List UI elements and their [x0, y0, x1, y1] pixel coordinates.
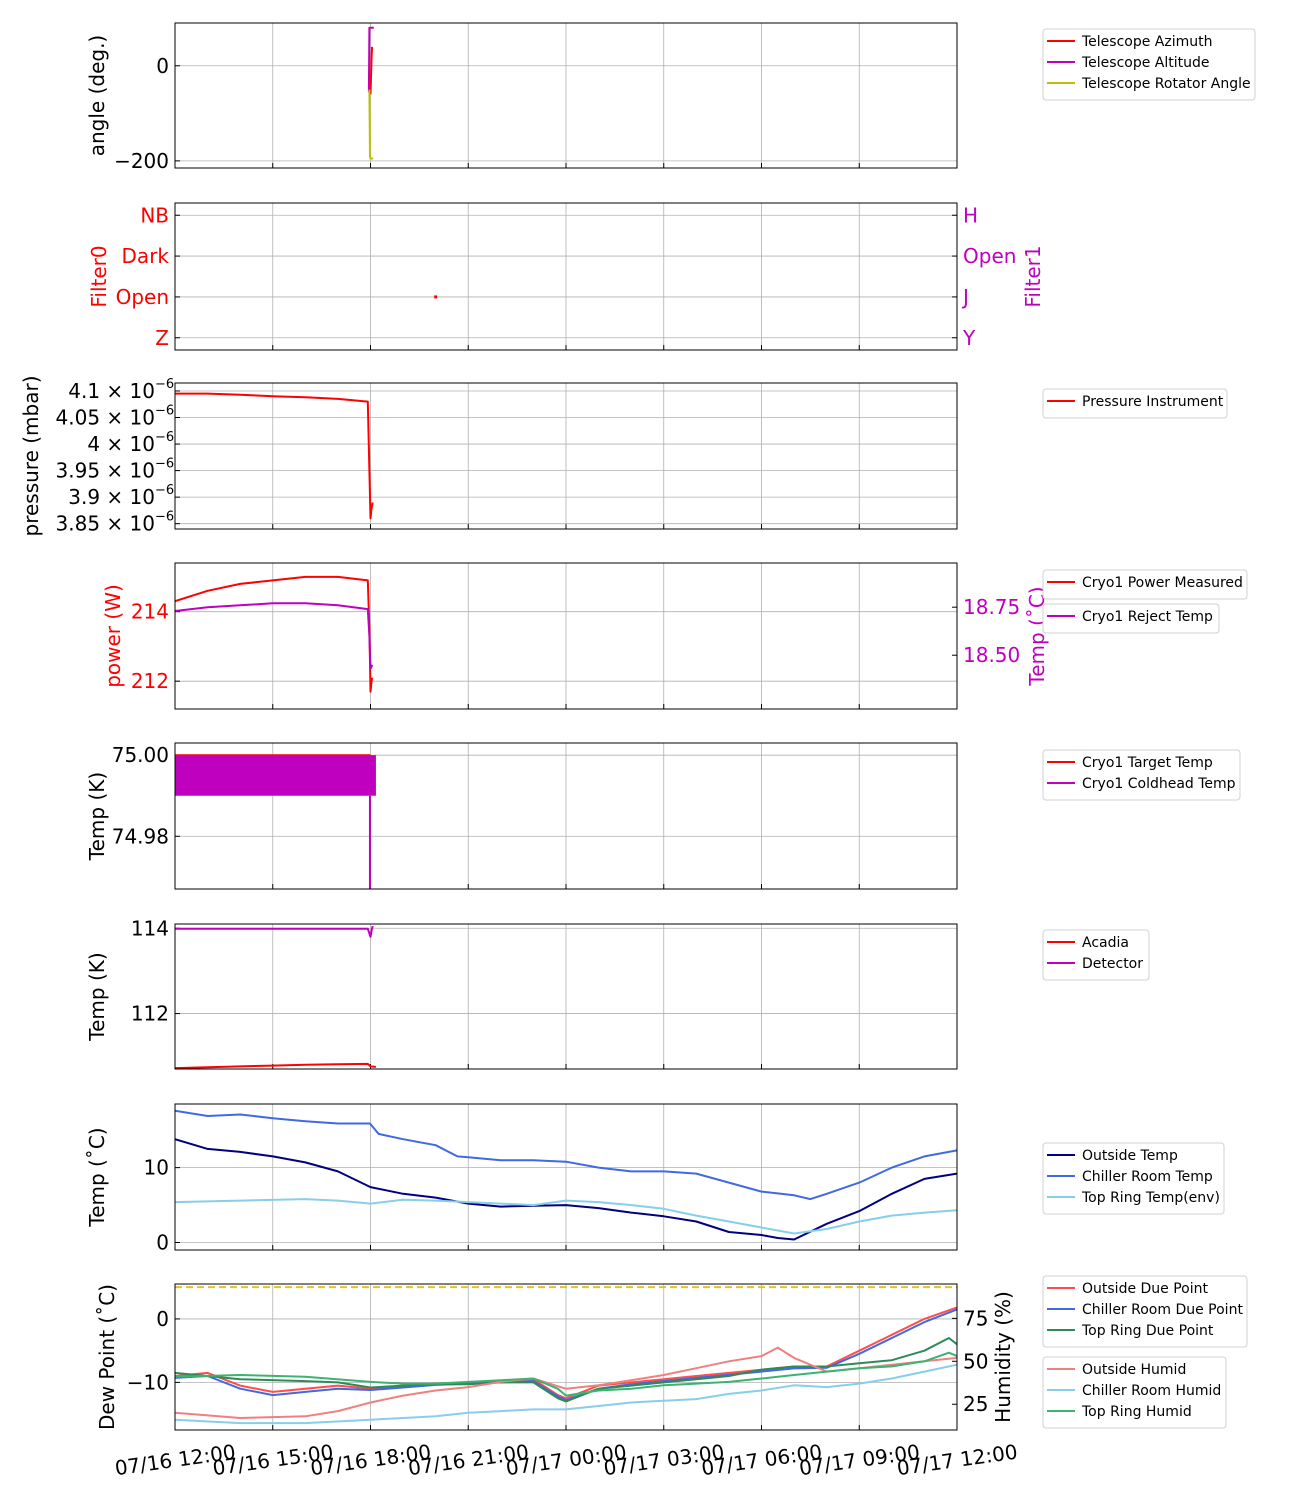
y-tick-label: 3.85 × 10 [56, 512, 155, 536]
y-tick-label-left: Open [116, 285, 169, 309]
legend-label: Chiller Room Due Point [1082, 1302, 1243, 1318]
y-tick-label-left: Z [155, 326, 169, 350]
series-group [369, 28, 374, 159]
series-group [175, 577, 372, 692]
y-tick-label: 74.98 [112, 824, 169, 848]
legend-label: Chiller Room Temp [1082, 1169, 1213, 1185]
chart-panel-6: 114 112 Temp (K) Acadia Detector [85, 916, 1149, 1069]
chart-panel-3: 4.1 × 10 −64.05 × 10 −64 × 10 −63.95 × 10 −6… [19, 375, 1227, 536]
legend-label: Telescope Rotator Angle [1081, 76, 1251, 92]
y-axis-title-right: Humidity (%) [991, 1291, 1015, 1423]
legend-label: Outside Humid [1082, 1362, 1186, 1378]
legend-label: Outside Temp [1082, 1148, 1178, 1164]
y-tick-label-right: H [963, 203, 978, 227]
y-tick-label: 3.95 × 10 [56, 459, 155, 483]
data-point [434, 295, 437, 298]
y-tick-exponent: −6 [155, 430, 174, 445]
y-tick-label-right: 18.50 [963, 643, 1020, 667]
y-tick-label: −200 [114, 149, 169, 173]
y-axis-title: Dew Point (˚C) [95, 1284, 119, 1430]
series-line [175, 603, 372, 668]
y-axis-title: angle (deg.) [85, 35, 109, 157]
y-tick-label: 0 [156, 54, 169, 78]
series-line [175, 1064, 376, 1068]
legend-label: Cryo1 Power Measured [1082, 575, 1243, 591]
y-axis-title: Temp (K) [85, 952, 109, 1041]
y-tick-label: 3.9 × 10 [68, 485, 155, 509]
chart-panel-2: Z Open Dark NB YJ Open H Filter0 Filter1 [87, 203, 1045, 350]
series-group [175, 394, 373, 519]
y-axis-title: power (W) [101, 584, 125, 688]
y-tick-label: 4.1 × 10 [68, 379, 155, 403]
y-tick-label: −10 [127, 1370, 169, 1394]
y-tick-exponent: −6 [155, 404, 174, 419]
legend-label: Top Ring Humid [1081, 1404, 1192, 1420]
y-tick-label: 4.05 × 10 [56, 406, 155, 430]
y-tick-label-right: J [961, 285, 969, 309]
legend-label: Telescope Altitude [1081, 55, 1210, 71]
y-tick-label-right: 25 [963, 1392, 988, 1416]
y-tick-label: 0 [156, 1231, 169, 1255]
legend-label: Cryo1 Reject Temp [1082, 609, 1213, 625]
legend-label: Chiller Room Humid [1082, 1383, 1221, 1399]
y-tick-label: 112 [131, 1002, 169, 1026]
y-tick-label: 75.00 [112, 743, 169, 767]
legend-label: Outside Due Point [1082, 1281, 1209, 1297]
series-line [369, 90, 373, 159]
y-tick-label-right: Open [963, 244, 1016, 268]
series-line [175, 577, 372, 692]
legend-label: Detector [1082, 956, 1143, 972]
y-axis-title: pressure (mbar) [19, 375, 43, 536]
legend-label: Acadia [1082, 935, 1129, 951]
legend-label: Pressure Instrument [1082, 394, 1224, 410]
series-group [175, 926, 376, 1068]
legend-label: Cryo1 Coldhead Temp [1082, 776, 1236, 792]
y-tick-label-right: 50 [963, 1349, 988, 1373]
series-line [175, 394, 373, 519]
series-line [371, 47, 373, 95]
y-tick-label-right: 18.75 [963, 595, 1020, 619]
y-tick-label: 114 [131, 916, 169, 940]
series-line [175, 926, 373, 937]
chart-panel-4: 214 212 18.75 18.50 power (W) Temp (˚C) Cryo1 … [101, 563, 1247, 709]
y-tick-label-left: NB [140, 203, 169, 227]
y-axis-title-right: Filter1 [1021, 245, 1045, 307]
y-tick-exponent: −6 [155, 510, 174, 525]
y-tick-label-right: 75 [963, 1306, 988, 1330]
y-tick-label-right: Y [962, 326, 976, 350]
y-tick-label: 10 [144, 1156, 169, 1180]
y-axis-title-right: Temp (˚C) [1025, 586, 1049, 686]
y-tick-label: 212 [131, 669, 169, 693]
legend-label: Telescope Azimuth [1081, 34, 1212, 50]
chart-panel-8: 0 −10 75 50 25 Dew Point (˚C) Humidity (%) Outs… [95, 1276, 1247, 1430]
y-axis-title: Filter0 [87, 245, 111, 307]
y-axis-title: Temp (K) [85, 772, 109, 861]
series-group [175, 755, 376, 889]
legend-label: Top Ring Temp(env) [1081, 1190, 1220, 1206]
y-tick-exponent: −6 [155, 377, 174, 392]
y-tick-label: 214 [131, 600, 169, 624]
series-band [175, 755, 376, 796]
y-tick-label: 4 × 10 [87, 432, 155, 456]
chart-panel-7: 10 0 Temp (˚C) Outside Temp Chiller Room Tem… [85, 1104, 1224, 1255]
y-tick-exponent: −6 [155, 457, 174, 472]
legend-label: Cryo1 Target Temp [1082, 755, 1213, 771]
y-axis-title: Temp (˚C) [85, 1127, 109, 1227]
y-tick-label-left: Dark [122, 244, 170, 268]
y-tick-label: 0 [156, 1307, 169, 1331]
legend-label: Top Ring Due Point [1081, 1323, 1214, 1339]
y-tick-exponent: −6 [155, 483, 174, 498]
